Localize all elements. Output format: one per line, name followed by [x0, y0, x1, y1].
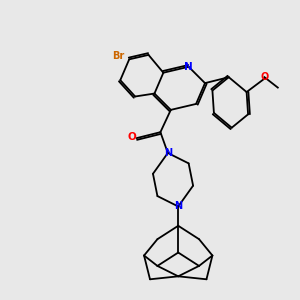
Text: N: N [164, 148, 172, 158]
Text: O: O [128, 132, 136, 142]
Text: Br: Br [112, 51, 124, 61]
Text: N: N [184, 62, 193, 72]
Text: N: N [174, 202, 182, 212]
Text: O: O [260, 72, 268, 82]
